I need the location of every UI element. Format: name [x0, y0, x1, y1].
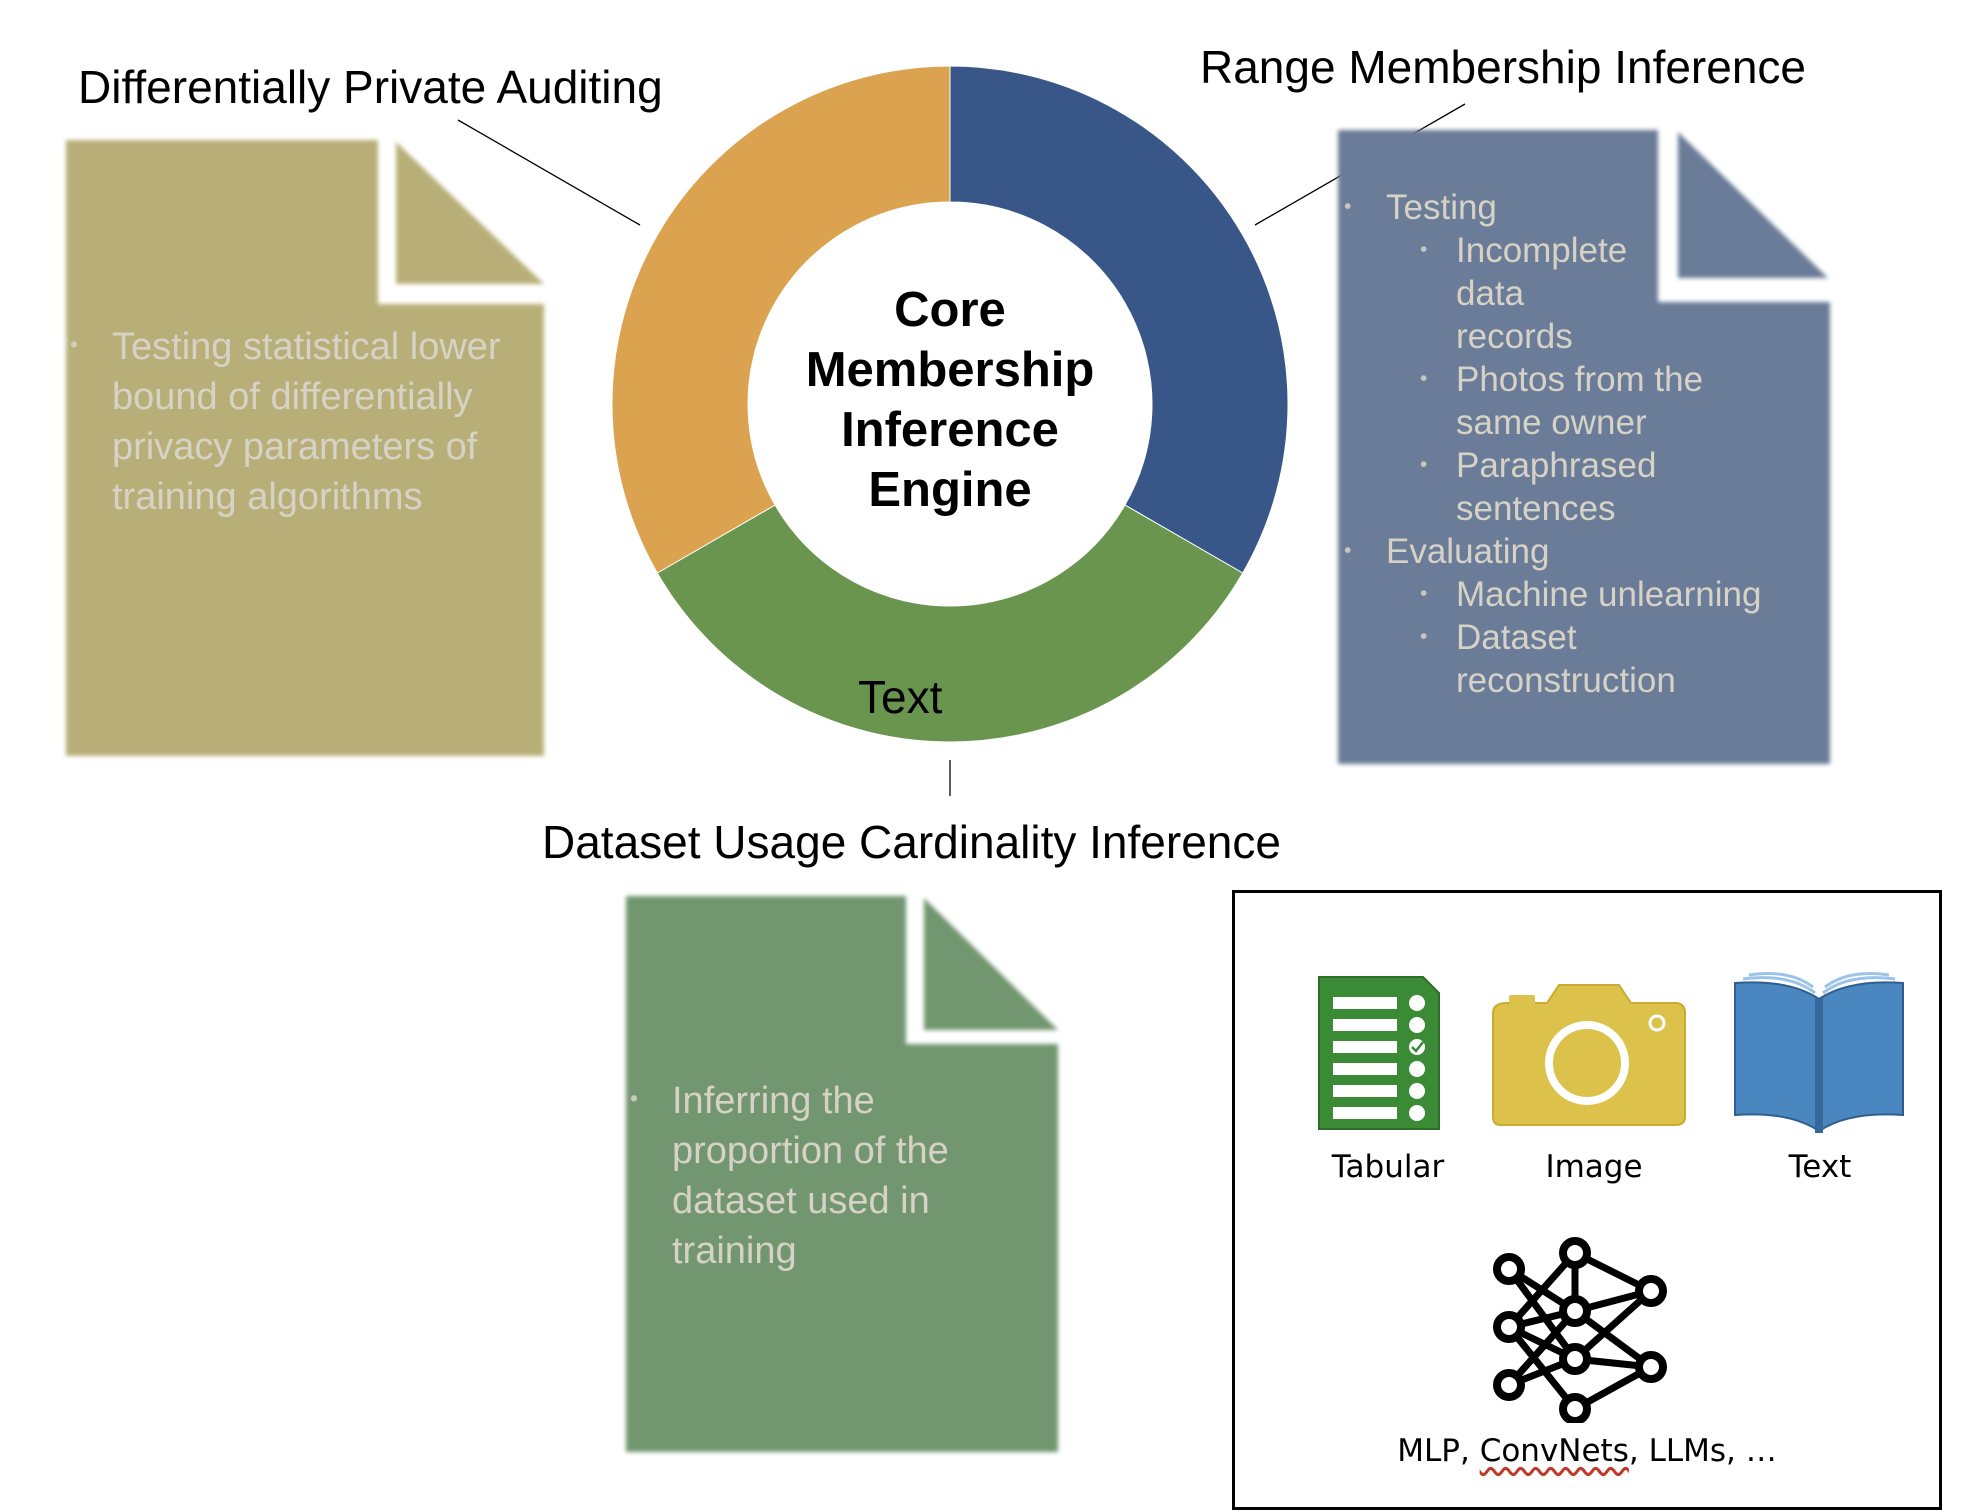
models-caption-underlined: ConvNets [1479, 1433, 1629, 1469]
cardinality-doc-text: Inferring the proportion of the dataset … [626, 1076, 996, 1276]
cardinality-bullet: Inferring the proportion of the dataset … [626, 1076, 996, 1276]
camera-icon [1492, 984, 1686, 1126]
spreadsheet-icon [1318, 976, 1440, 1130]
range-subitem: Paraphrased sentences [1416, 444, 1716, 530]
auditing-doc-text: Testing statistical lower bound of diffe… [66, 322, 536, 522]
range-item: Evaluating Machine unlearning Dataset re… [1340, 530, 1830, 702]
range-subitem: Incomplete data records [1416, 229, 1646, 358]
data-type-label: Tabular [1331, 1149, 1445, 1185]
center-title: Core Membership Inference Engine [760, 280, 1140, 520]
cardinality-title: Dataset Usage Cardinality Inference [542, 816, 1281, 868]
center-title-line: Core [894, 283, 1006, 337]
center-title-line: Membership [805, 343, 1095, 397]
center-title-line: Engine [868, 463, 1032, 517]
connector-auditing [457, 119, 641, 226]
range-item-label: Testing [1386, 188, 1497, 227]
data-type-label: Text [1788, 1149, 1852, 1185]
center-title-line: Inference [841, 403, 1059, 457]
range-item-label: Evaluating [1386, 532, 1550, 571]
range-subitem: Dataset reconstruction [1416, 616, 1716, 702]
neural-network-icon [1493, 1237, 1667, 1423]
segment-text-label: Text [858, 671, 943, 723]
data-types-panel: Tabular Image Text [1232, 890, 1942, 1510]
book-icon [1734, 972, 1904, 1133]
range-subitem: Machine unlearning [1416, 573, 1830, 616]
auditing-bullet: Testing statistical lower bound of diffe… [66, 322, 536, 522]
models-caption: MLP, ConvNets, LLMs, … [1235, 1433, 1939, 1469]
models-caption-prefix: MLP, [1397, 1433, 1480, 1469]
range-doc-text: Testing Incomplete data records Photos f… [1340, 186, 1830, 702]
data-type-label: Image [1545, 1149, 1643, 1185]
range-subitem: Photos from the same owner [1416, 358, 1756, 444]
range-item: Testing Incomplete data records Photos f… [1340, 186, 1830, 530]
range-title: Range Membership Inference [1200, 41, 1806, 93]
donut-hole [748, 202, 1152, 606]
auditing-title: Differentially Private Auditing [78, 61, 663, 113]
models-caption-suffix: , LLMs, … [1628, 1433, 1777, 1469]
